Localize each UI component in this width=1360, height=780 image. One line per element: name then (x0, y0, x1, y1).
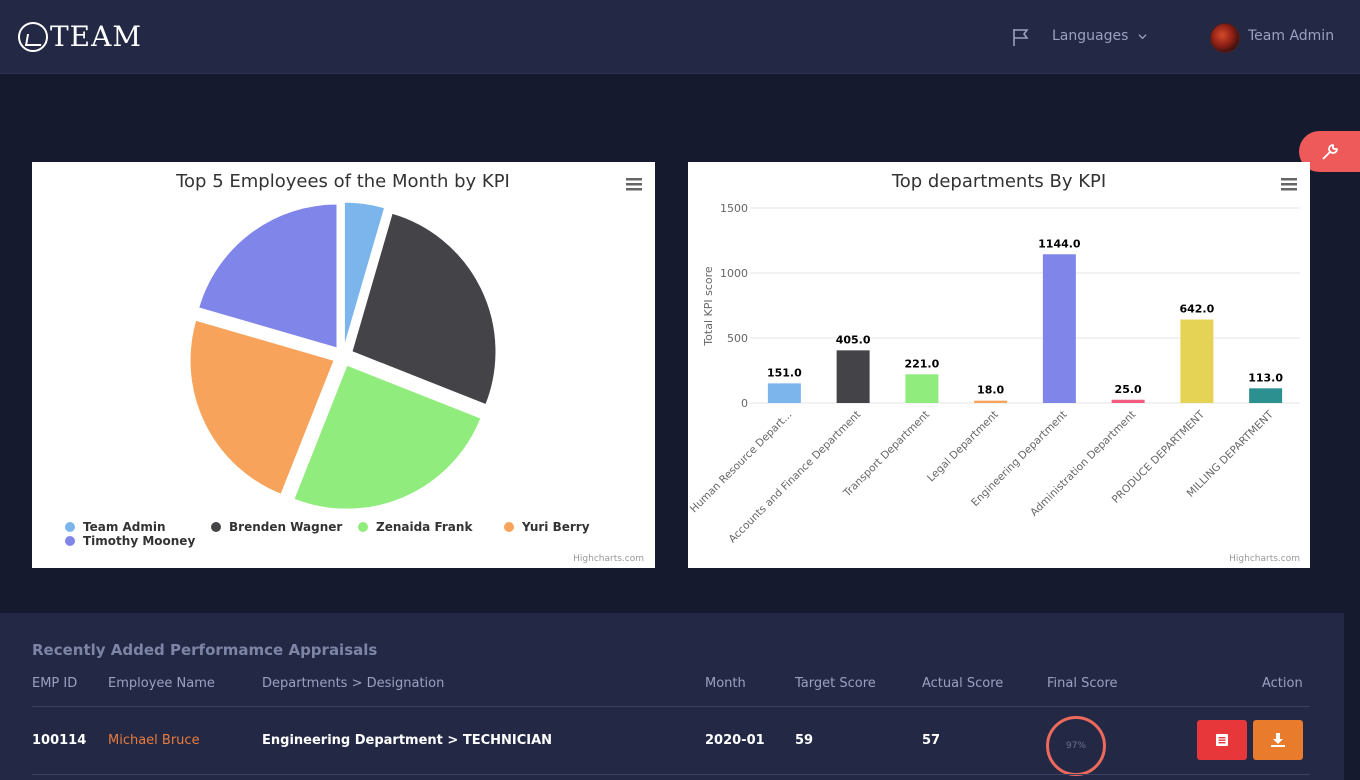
logo-emblem-icon (18, 22, 48, 52)
wrench-icon (1321, 143, 1338, 160)
col-header-department: Departments > Designation (262, 676, 445, 691)
avatar[interactable] (1210, 23, 1240, 53)
bar-3[interactable] (974, 400, 1008, 403)
panel-title: Recently Added Performamce Appraisals (32, 641, 378, 659)
cell-emp-id: 100114 (32, 733, 87, 748)
pie-chart-title: Top 5 Employees of the Month by KPI (175, 171, 510, 192)
cell-month: 2020-01 (705, 733, 765, 748)
cell-target-score: 59 (795, 733, 814, 748)
legend-marker-4 (65, 536, 75, 546)
row-divider (32, 774, 1310, 775)
legend-marker-2 (358, 522, 368, 532)
data-label-1: 405.0 (836, 333, 871, 346)
bar-6[interactable] (1180, 319, 1214, 403)
bar-chart: Top departments By KPI 0 500 1000 1500 151.… (688, 171, 1300, 564)
y-tick-label-1: 500 (727, 332, 748, 345)
chevron-down-icon (1138, 33, 1147, 39)
hamburger-menu-icon[interactable] (626, 178, 642, 191)
bar-2[interactable] (905, 374, 939, 403)
pie-slice-0[interactable] (343, 201, 386, 347)
pie-chart-card: Top 5 Employees of the Month by KPI Team… (32, 162, 655, 568)
col-header-emp-id: EMP ID (32, 676, 78, 691)
view-icon (1216, 734, 1228, 746)
pie-slice-1[interactable] (351, 212, 497, 406)
flag-icon[interactable] (1011, 27, 1031, 47)
highcharts-credit[interactable]: Highcharts.com (573, 554, 644, 564)
col-header-action: Action (1262, 676, 1303, 691)
data-label-7: 113.0 (1248, 371, 1283, 384)
cell-department: Engineering Department > TECHNICIAN (262, 733, 553, 748)
legend-item-2[interactable]: Zenaida Frank (376, 520, 473, 534)
logo-text: TEAM (50, 20, 143, 53)
appraisals-panel: Recently Added Performamce Appraisals EM… (0, 613, 1344, 780)
bar-4[interactable] (1042, 254, 1076, 403)
languages-dropdown[interactable]: Languages (1052, 28, 1147, 44)
legend-item-1[interactable]: Brenden Wagner (229, 520, 342, 534)
legend-item-3[interactable]: Yuri Berry (521, 520, 590, 534)
top-navbar: TEAM Languages Team Admin (0, 0, 1360, 74)
y-tick-label-2: 1000 (720, 267, 748, 280)
bar-chart-card: Top departments By KPI 0 500 1000 1500 151.… (688, 162, 1310, 568)
data-label-3: 18.0 (977, 384, 1004, 397)
pie-slice-4[interactable] (198, 203, 338, 349)
download-icon (1271, 733, 1285, 747)
data-label-5: 25.0 (1115, 383, 1142, 396)
pie-slice-3[interactable] (189, 319, 335, 495)
data-label-0: 151.0 (767, 366, 802, 379)
col-header-target-score: Target Score (795, 676, 876, 691)
data-label-6: 642.0 (1179, 303, 1214, 316)
x-tick-label-3: Legal Department (925, 409, 1001, 485)
cell-employee-name-link[interactable]: Michael Bruce (108, 733, 200, 748)
view-appraisal-button[interactable] (1197, 720, 1247, 760)
col-header-month: Month (705, 676, 746, 691)
bar-1[interactable] (836, 350, 870, 403)
legend-item-4[interactable]: Timothy Mooney (83, 534, 195, 548)
bar-chart-title: Top departments By KPI (891, 171, 1106, 192)
languages-label: Languages (1052, 28, 1129, 44)
bar-5[interactable] (1111, 399, 1145, 403)
col-header-actual-score: Actual Score (922, 676, 1004, 691)
data-label-4: 1144.0 (1038, 237, 1081, 250)
logo[interactable]: TEAM (18, 20, 142, 54)
highcharts-credit[interactable]: Highcharts.com (1229, 554, 1300, 564)
final-score-text: 97% (1065, 741, 1086, 751)
cell-actual-score: 57 (922, 733, 941, 748)
download-appraisal-button[interactable] (1253, 720, 1303, 760)
pie-chart: Top 5 Employees of the Month by KPI Team… (65, 171, 644, 564)
y-tick-label-3: 1500 (720, 202, 748, 215)
y-tick-label-0: 0 (741, 397, 748, 410)
bar-7[interactable] (1249, 388, 1283, 403)
pie-slice-2[interactable] (293, 364, 482, 510)
legend-marker-1 (211, 522, 221, 532)
hamburger-menu-icon[interactable] (1281, 178, 1297, 191)
header-divider (32, 706, 1310, 707)
legend-item-0[interactable]: Team Admin (83, 520, 166, 534)
final-score-ring: 97% (1046, 716, 1106, 776)
user-name[interactable]: Team Admin (1248, 28, 1335, 44)
col-header-employee-name: Employee Name (108, 676, 215, 691)
legend-marker-0 (65, 522, 75, 532)
data-label-2: 221.0 (904, 357, 939, 370)
y-axis-label: Total KPI score (702, 266, 715, 347)
col-header-final-score: Final Score (1047, 676, 1118, 691)
legend-marker-3 (504, 522, 514, 532)
x-tick-label-1: Accounts and Finance Department (727, 409, 864, 546)
bar-0[interactable] (767, 383, 801, 403)
